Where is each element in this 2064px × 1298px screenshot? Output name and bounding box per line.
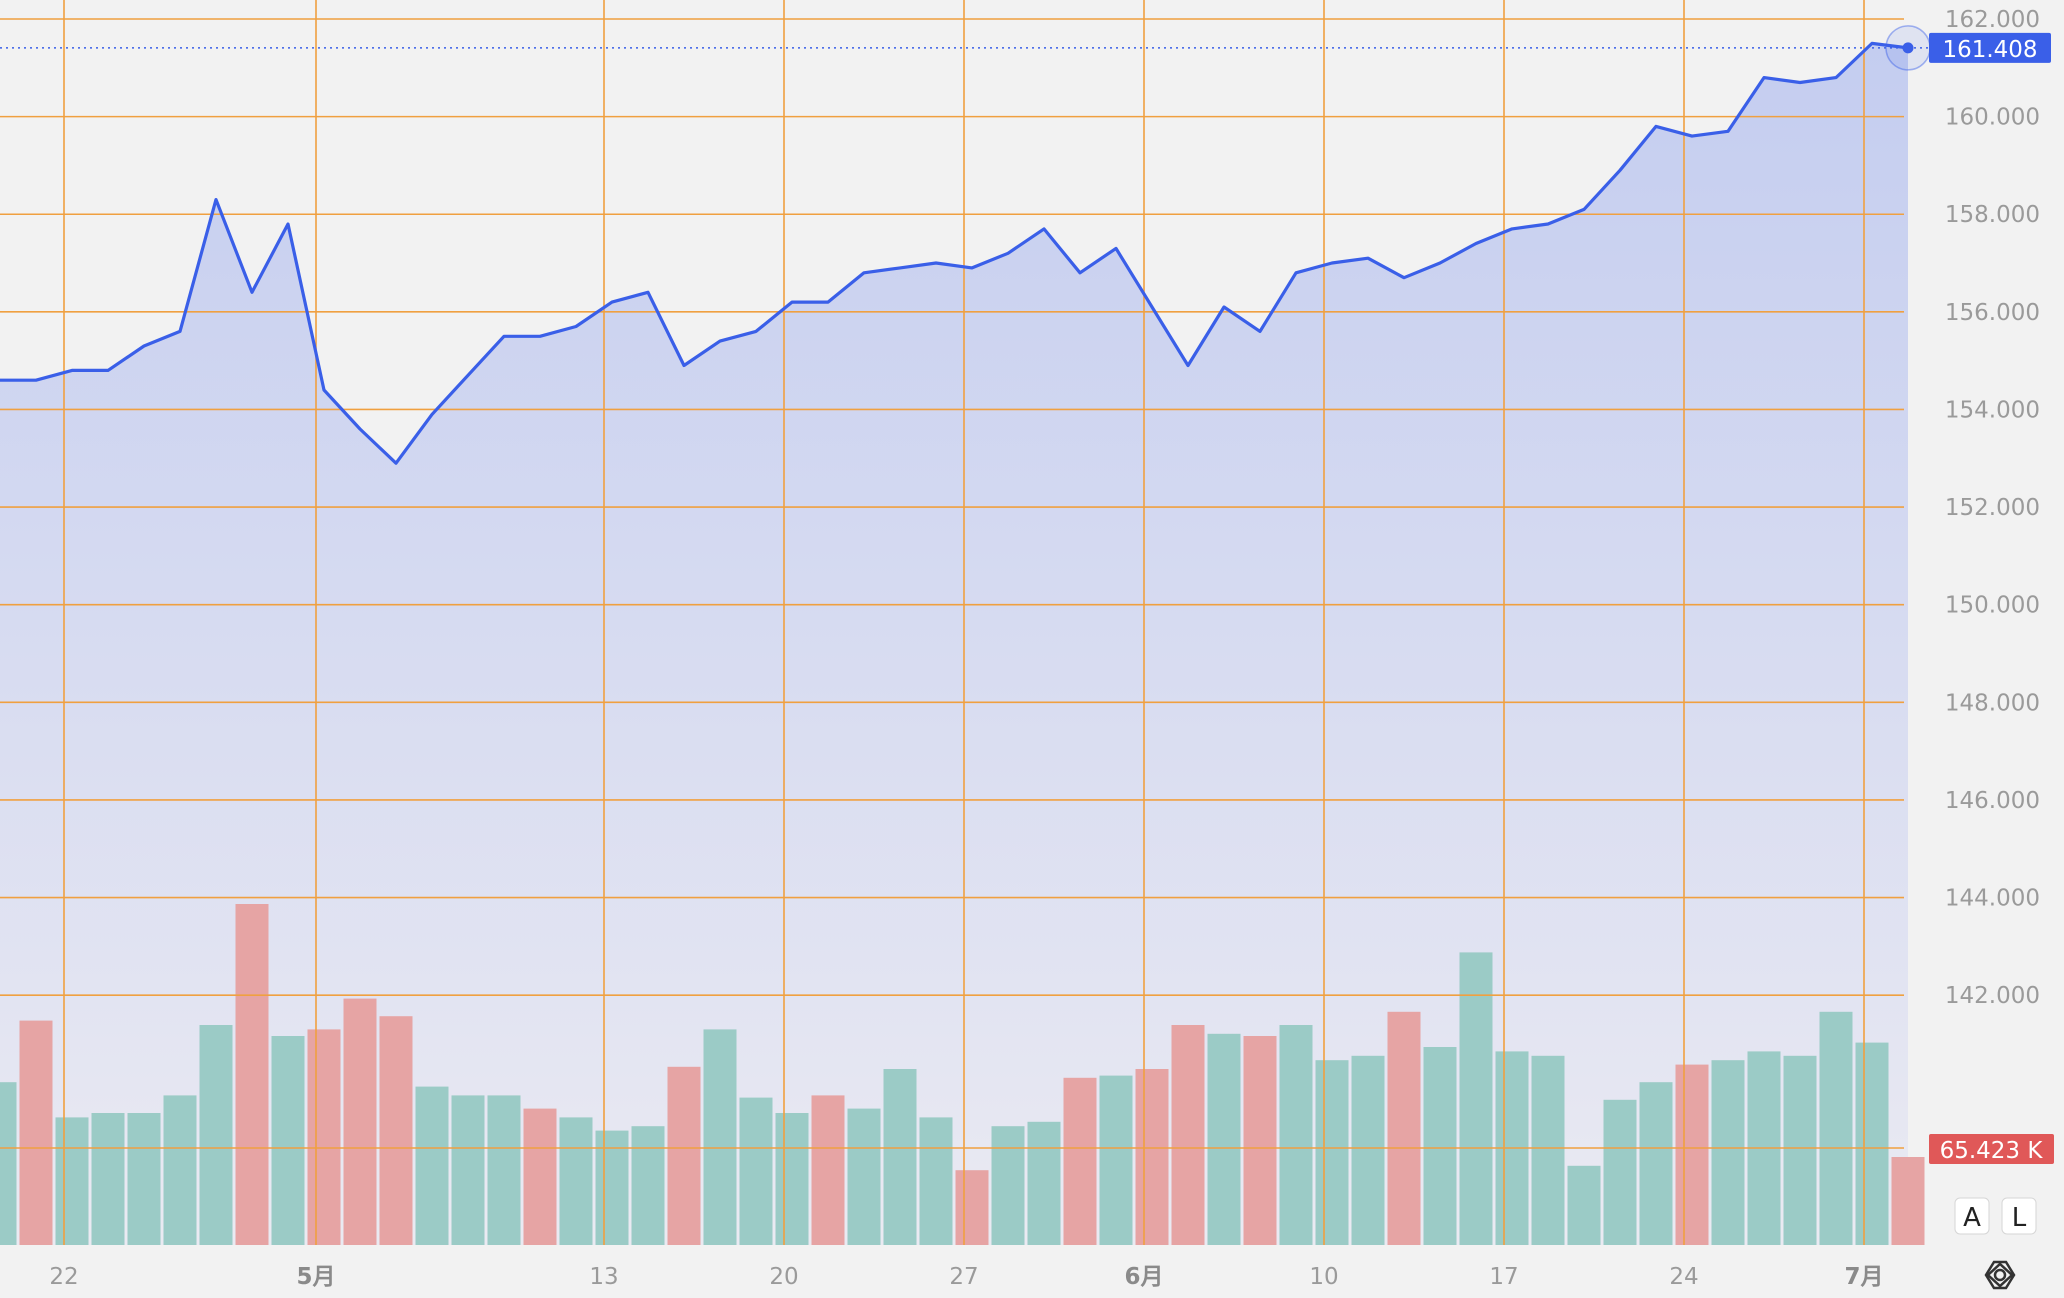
last-volume-badge: 65.423 K [1929,1134,2054,1164]
volume-bar [919,1117,953,1245]
volume-bar [271,1036,305,1245]
x-tick-label: 17 [1489,1264,1518,1290]
volume-bar [523,1108,557,1245]
x-tick-label: 20 [769,1264,798,1290]
auto-scale-label: A [1963,1203,1981,1233]
x-tick-label: 27 [949,1264,978,1290]
volume-bar [883,1069,917,1245]
y-tick-label: 162.000 [1945,7,2040,33]
volume-bar [1423,1047,1457,1245]
x-tick-label: 6月 [1124,1264,1163,1290]
y-tick-label: 146.000 [1945,788,2040,814]
volume-bar [487,1095,521,1245]
x-tick-label: 22 [49,1264,78,1290]
volume-bar [991,1126,1025,1245]
area-fill [0,43,1908,1245]
volume-bar [1567,1165,1601,1245]
volume-bar [1063,1077,1097,1245]
volume-bar [1891,1157,1925,1245]
y-axis[interactable]: 162.000 160.000 158.000 156.000 154.000 152.0… [1945,7,2040,1009]
x-tick-label: 13 [589,1264,618,1290]
volume-bar [91,1113,125,1245]
volume-bar [451,1095,485,1245]
volume-bar [1315,1060,1349,1245]
volume-bar [1243,1036,1277,1245]
volume-bar [1387,1011,1421,1245]
volume-bar [1783,1055,1817,1245]
volume-bar [1819,1011,1853,1245]
x-tick-label: 5月 [296,1264,335,1290]
volume-bar [55,1117,89,1245]
volume-bar [1855,1042,1889,1245]
volume-bar [955,1170,989,1245]
volume-bar [1531,1055,1565,1245]
volume-bar [19,1020,53,1245]
volume-bar [1711,1060,1745,1245]
volume-bar [1171,1025,1205,1245]
volume-bar [847,1108,881,1245]
log-scale-label: L [2012,1203,2027,1233]
volume-bar [0,1082,17,1245]
y-tick-label: 154.000 [1945,397,2040,423]
y-tick-label: 156.000 [1945,300,2040,326]
volume-bar [1099,1075,1133,1245]
volume-bar [1279,1025,1313,1245]
volume-bar [1351,1055,1385,1245]
volume-bar [559,1117,593,1245]
volume-bar [739,1097,773,1245]
x-axis[interactable]: 22 5月 13 20 27 6月 10 17 24 7月 [49,1264,1883,1290]
price-area-fill [0,43,1908,1245]
x-tick-label: 10 [1309,1264,1338,1290]
volume-bar [775,1113,809,1245]
y-tick-label: 148.000 [1945,690,2040,716]
volume-bar [163,1095,197,1245]
volume-bar [415,1086,449,1245]
volume-bar [1639,1082,1673,1245]
volume-bar [199,1025,233,1245]
y-tick-label: 144.000 [1945,886,2040,912]
volume-bar [343,998,377,1245]
y-tick-label: 152.000 [1945,495,2040,521]
volume-bar [1135,1069,1169,1245]
volume-bar [595,1130,629,1245]
grid-lines [0,0,1904,1245]
y-tick-label: 142.000 [1945,983,2040,1009]
hexagon-settings-icon[interactable] [1984,1260,2016,1290]
price-line-layer [0,25,1931,465]
volume-bar [1603,1099,1637,1245]
volume-bar [667,1066,701,1245]
volume-bar [703,1029,737,1245]
volume-bar [379,1016,413,1245]
auto-scale-button[interactable]: A [1954,1197,1990,1235]
volume-bar [1207,1033,1241,1245]
x-tick-label: 7月 [1844,1264,1883,1290]
y-tick-label: 158.000 [1945,202,2040,228]
price-line [0,41,1909,465]
x-tick-label: 24 [1669,1264,1698,1290]
volume-bar [1027,1121,1061,1245]
last-point-marker [1902,42,1914,54]
volume-bar [127,1113,161,1245]
volume-bar [307,1029,341,1245]
volume-bar [1675,1064,1709,1245]
log-scale-button[interactable]: L [2001,1197,2037,1235]
volume-bar [1459,952,1493,1245]
last-price-label: 161.408 [1942,37,2037,63]
volume-bar [235,904,269,1245]
volume-bar [811,1095,845,1245]
last-volume-label: 65.423 K [1940,1138,2044,1164]
volume-bar [631,1126,665,1245]
y-tick-label: 150.000 [1945,593,2040,619]
y-tick-label: 160.000 [1945,105,2040,131]
last-price-badge: 161.408 [1929,32,2051,63]
